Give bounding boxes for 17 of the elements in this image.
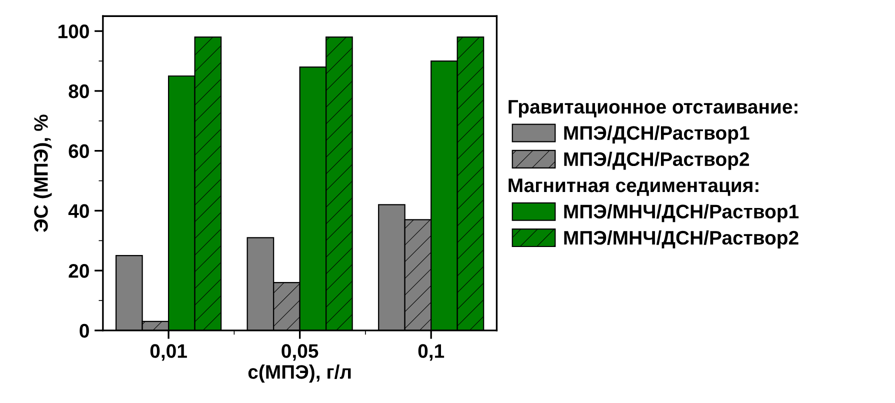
x-tick-label: 0,05: [282, 344, 318, 361]
x-tick-label: 0,01: [150, 344, 187, 361]
y-tick-label: 100: [58, 24, 89, 38]
y-axis-title: ЭС (МПЭ), %: [34, 114, 52, 232]
legend-label: МПЭ/ДСН/Раствор1: [564, 126, 750, 144]
x-axis-title: c(МПЭ), г/л: [248, 364, 351, 383]
legend-label: МПЭ/МНЧ/ДСН/Раствор1: [564, 204, 799, 222]
y-tick-label: 80: [68, 84, 89, 98]
y-tick-label: 20: [68, 264, 89, 278]
x-tick-label: 0,1: [418, 344, 444, 361]
legend-label: МПЭ/МНЧ/ДСН/Раствор2: [564, 230, 798, 248]
y-tick-label: 0: [80, 324, 89, 338]
legend-label: МПЭ/ДСН/Раствор2: [564, 152, 750, 170]
text: Магнитная седиментация:: [508, 178, 758, 196]
y-tick-label: 60: [68, 144, 89, 158]
y-tick-label: 40: [68, 204, 89, 218]
text: Гравитационное отстаивание:: [508, 100, 798, 118]
